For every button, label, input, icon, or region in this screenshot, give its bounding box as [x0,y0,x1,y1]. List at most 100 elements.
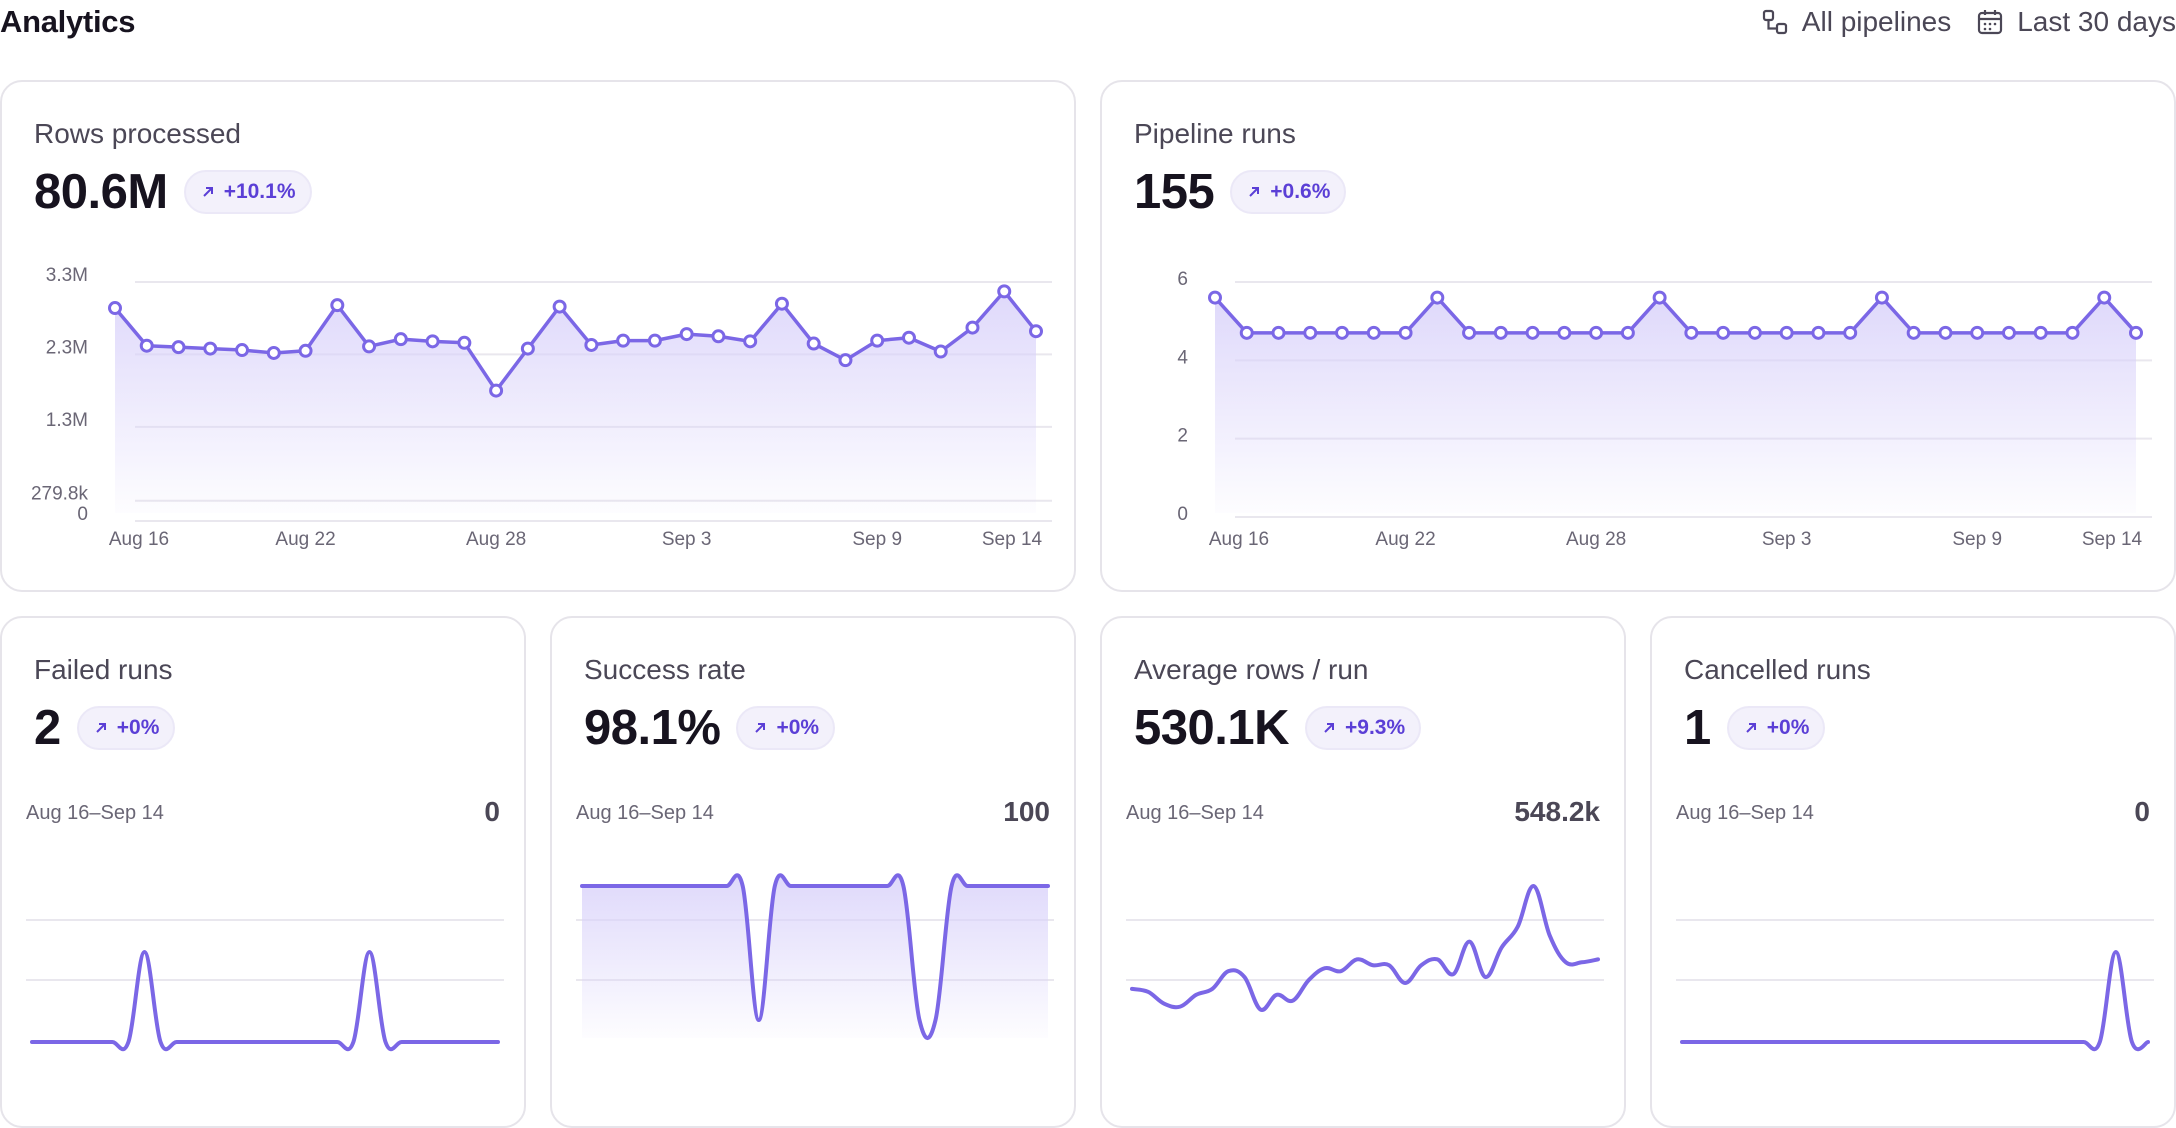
data-point[interactable] [1398,325,1413,340]
peak-label: 100 [1003,796,1050,827]
y-tick-label: 279.8k [31,484,89,505]
data-point[interactable] [393,332,408,347]
data-point[interactable] [774,296,789,311]
data-point[interactable] [1271,325,1286,340]
data-point[interactable] [266,345,281,360]
change-value: +10.1% [223,180,296,203]
x-tick-label: Sep 14 [982,529,1043,550]
y-tick-label: 4 [1177,347,1188,368]
data-point[interactable] [1557,325,1572,340]
data-point[interactable] [1843,325,1858,340]
change-badge: +10.1% [183,170,312,214]
data-point[interactable] [838,353,853,368]
data-point[interactable] [1811,325,1826,340]
data-point[interactable] [235,343,250,358]
failed-runs-sparkline [26,919,504,1052]
data-point[interactable] [2129,325,2143,340]
cancelled-runs-sparkline [1676,919,2154,1052]
data-point[interactable] [743,334,758,349]
card-title: Success rate [584,654,746,685]
data-point[interactable] [584,337,599,352]
pipelines-icon [1762,9,1787,35]
area-fill [115,291,1036,513]
value-row: 155 +0.6% [1134,164,1347,220]
sparkline [1680,950,2150,1052]
data-point[interactable] [2065,325,2080,340]
data-point[interactable] [330,298,345,313]
data-point[interactable] [489,383,504,398]
y-tick-label: 0 [1177,504,1188,525]
data-point[interactable] [298,343,313,358]
pipelines-filter[interactable]: All pipelines [1762,6,1951,38]
data-point[interactable] [1589,325,1604,340]
data-point[interactable] [1208,290,1222,305]
range-label: Aug 16–Sep 14 [1126,802,1264,824]
x-tick-label: Aug 16 [109,529,169,550]
date-filter[interactable]: Last 30 days [1977,6,2176,38]
data-point[interactable] [1779,325,1794,340]
data-point[interactable] [1303,325,1318,340]
pipeline-runs-chart: 6 4 2 0 Aug 16 Aug 22 Aug 28 Sep 3 Sep 9 Sep 14 [1177,269,2152,550]
change-value: +9.3% [1345,716,1406,739]
data-point[interactable] [1493,325,1508,340]
data-point[interactable] [870,333,885,348]
x-tick-label: Aug 22 [1375,529,1435,550]
data-point[interactable] [1462,325,1477,340]
data-point[interactable] [171,340,186,355]
data-point[interactable] [552,299,567,314]
y-tick-label: 0 [77,504,88,525]
data-point[interactable] [2033,325,2048,340]
data-point[interactable] [1335,325,1350,340]
change-value: +0% [776,716,820,739]
change-badge: +0.6% [1230,170,1347,214]
data-point[interactable] [1970,325,1985,340]
card-title: Cancelled runs [1684,654,1871,685]
y-tick-label: 6 [1177,269,1188,290]
data-point[interactable] [203,341,218,356]
value-row: 1 +0% [1684,700,1826,756]
data-point[interactable] [2001,325,2016,340]
data-point[interactable] [1874,290,1889,305]
data-point[interactable] [520,341,535,356]
x-tick-label: Aug 16 [1209,529,1269,550]
data-point[interactable] [2097,290,2112,305]
y-tick-label: 1.3M [46,410,88,431]
data-point[interactable] [965,320,980,335]
data-point[interactable] [1239,325,1254,340]
data-point[interactable] [679,327,694,342]
value-row: 80.6M +10.1% [34,164,312,220]
data-point[interactable] [139,338,154,353]
cancelled-runs-card: Cancelled runs 1 +0% Aug 16–Sep 14 0 [1650,616,2176,1128]
data-point[interactable] [616,333,631,348]
data-point[interactable] [933,344,948,359]
average-rows-sparkline [1126,883,1604,1012]
metric-value: 530.1K [1134,701,1290,755]
data-point[interactable] [1747,325,1762,340]
sparkline [1130,883,1600,1012]
data-point[interactable] [901,330,916,345]
data-point[interactable] [362,339,377,354]
data-point[interactable] [1684,325,1699,340]
data-point[interactable] [1029,324,1043,339]
arrow-up-right-icon [96,723,106,733]
card-title: Average rows / run [1134,654,1369,685]
page-header: Analytics All pipelines Last 30 days [0,0,2176,48]
data-point[interactable] [1938,325,1953,340]
average-rows-card: Average rows / run 530.1K +9.3% Aug 16–S… [1100,616,1626,1128]
data-point[interactable] [806,336,821,351]
data-point[interactable] [1430,290,1445,305]
data-point[interactable] [108,301,122,316]
data-point[interactable] [457,335,472,350]
data-point[interactable] [1716,325,1731,340]
data-point[interactable] [711,329,726,344]
data-point[interactable] [997,284,1012,299]
data-point[interactable] [1652,290,1667,305]
data-point[interactable] [1620,325,1635,340]
data-point[interactable] [1366,325,1381,340]
sparkline [30,950,500,1052]
x-tick-label: Sep 14 [2082,529,2143,550]
data-point[interactable] [425,334,440,349]
data-point[interactable] [1525,325,1540,340]
data-point[interactable] [647,333,662,348]
data-point[interactable] [1906,325,1921,340]
